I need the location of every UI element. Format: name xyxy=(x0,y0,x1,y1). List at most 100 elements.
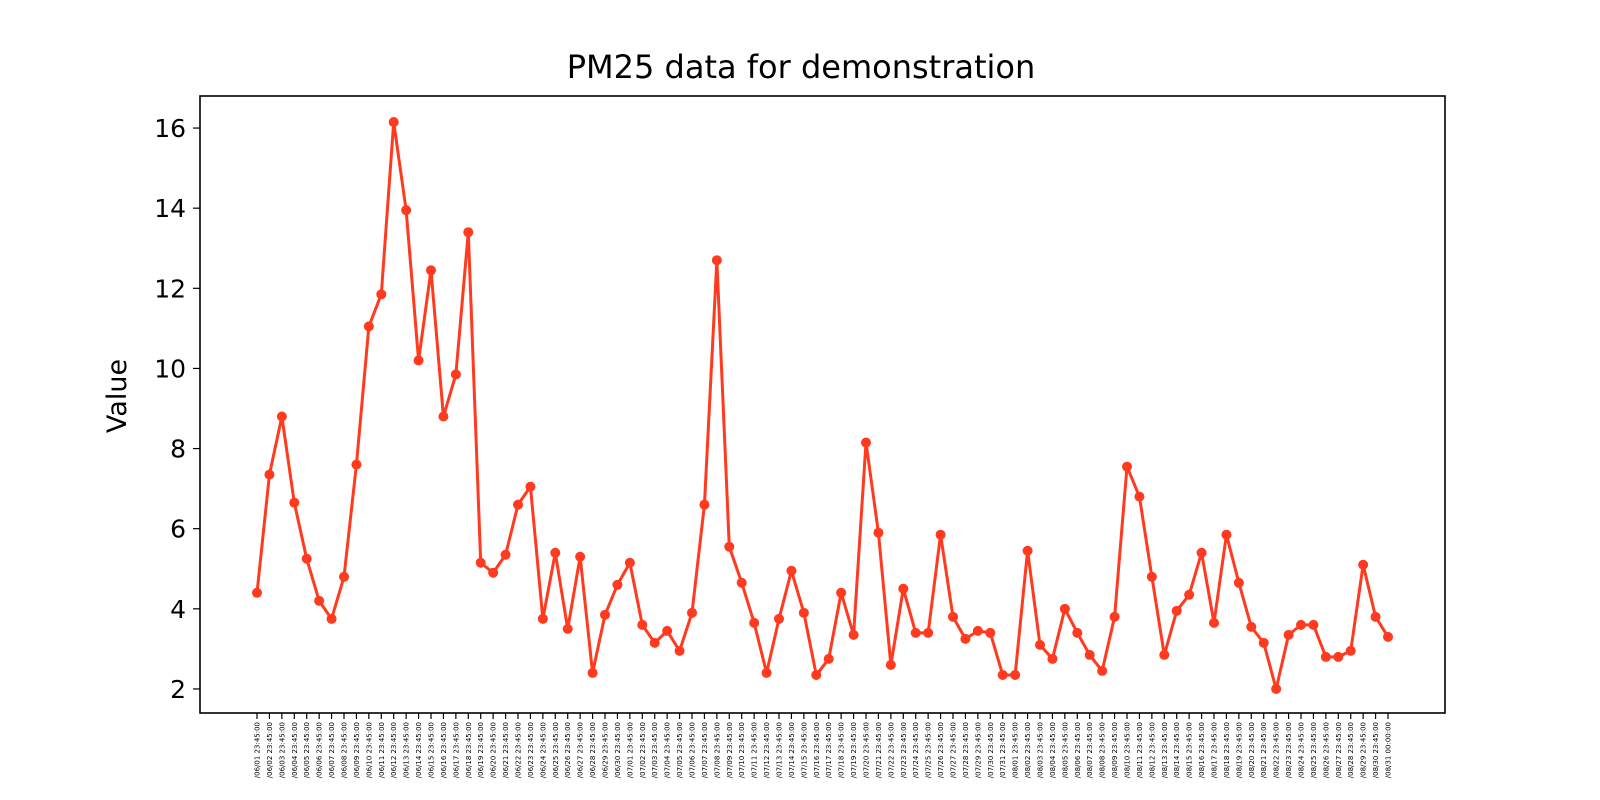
data-point xyxy=(1308,619,1319,630)
data-point xyxy=(575,551,586,562)
x-tick-label: /08/13 23:45:00 xyxy=(1161,722,1169,778)
x-tick-label: /06/24 23:45:00 xyxy=(539,722,547,778)
x-tick-label: /07/06 23:45:00 xyxy=(689,722,697,778)
x-tick-label: /08/26 23:45:00 xyxy=(1322,722,1330,778)
x-tick-label: /07/25 23:45:00 xyxy=(925,722,933,778)
data-point xyxy=(1184,589,1195,600)
x-tick-label: /07/08 23:45:00 xyxy=(713,722,721,778)
x-tick-label: /06/08 23:45:00 xyxy=(341,722,349,778)
data-point xyxy=(985,627,996,638)
data-point xyxy=(1258,637,1269,648)
data-point xyxy=(1035,639,1045,650)
x-tick-label: /07/24 23:45:00 xyxy=(912,722,920,778)
x-tick-label: /07/02 23:45:00 xyxy=(639,722,647,778)
y-axis-label: Value xyxy=(102,359,133,433)
x-tick-label: /08/23 23:45:00 xyxy=(1285,722,1293,778)
data-point xyxy=(637,619,648,630)
data-point xyxy=(873,527,884,538)
x-tick-label: /07/15 23:45:00 xyxy=(800,722,808,778)
data-point xyxy=(388,117,399,128)
data-point xyxy=(761,667,772,678)
y-axis-ticks: 2 4 6 8 10 12 14 16 xyxy=(154,114,200,704)
x-tick-label: /07/09 23:45:00 xyxy=(726,722,734,778)
data-point xyxy=(848,629,859,640)
x-tick-label: /08/09 23:45:00 xyxy=(1111,722,1119,778)
x-tick-label: /07/30 23:45:00 xyxy=(987,722,995,778)
x-tick-label: /06/18 23:45:00 xyxy=(465,722,473,778)
x-tick-label: /06/23 23:45:00 xyxy=(527,722,535,778)
data-point xyxy=(413,355,424,366)
x-tick-label: /08/18 23:45:00 xyxy=(1223,722,1231,778)
y-tick-label: 16 xyxy=(154,114,186,143)
x-tick-label: /08/07 23:45:00 xyxy=(1086,722,1094,778)
data-point xyxy=(885,659,896,670)
x-tick-label: /07/11 23:45:00 xyxy=(751,722,759,778)
y-tick-label: 10 xyxy=(154,354,186,383)
data-point xyxy=(562,623,573,634)
data-point xyxy=(326,613,337,624)
data-point xyxy=(587,667,598,678)
data-point xyxy=(1283,629,1294,640)
x-tick-label: /08/12 23:45:00 xyxy=(1148,722,1156,778)
x-tick-label: /06/01 23:45:00 xyxy=(254,722,262,778)
chart-title: PM25 data for demonstration xyxy=(567,48,1036,86)
data-point xyxy=(401,205,412,216)
data-point xyxy=(289,497,300,508)
x-tick-label: /06/27 23:45:00 xyxy=(577,722,585,778)
series-plot xyxy=(252,117,1393,694)
data-point xyxy=(674,645,685,656)
data-point xyxy=(1109,611,1120,622)
x-tick-label: /08/02 23:45:00 xyxy=(1024,722,1032,778)
x-tick-label: /07/23 23:45:00 xyxy=(900,722,908,778)
y-tick-label: 4 xyxy=(170,595,186,624)
x-tick-label: /06/20 23:45:00 xyxy=(490,722,498,778)
x-tick-label: /06/06 23:45:00 xyxy=(316,722,324,778)
x-tick-label: /08/01 23:45:00 xyxy=(1012,722,1020,778)
x-tick-label: /08/03 23:45:00 xyxy=(1037,722,1045,778)
x-axis-ticks: /06/01 23:45:00/06/02 23:45:00/06/03 23:… xyxy=(254,713,1393,778)
data-point xyxy=(1196,547,1207,558)
x-tick-label: /08/28 23:45:00 xyxy=(1347,722,1355,778)
data-point xyxy=(1159,649,1170,660)
data-point xyxy=(363,321,374,332)
x-tick-label: /07/28 23:45:00 xyxy=(962,722,970,778)
data-point xyxy=(811,669,822,680)
x-tick-label: /06/26 23:45:00 xyxy=(564,722,572,778)
data-point xyxy=(1209,617,1219,628)
y-tick-label: 2 xyxy=(170,675,186,704)
data-point xyxy=(1246,621,1257,632)
x-tick-label: /07/27 23:45:00 xyxy=(950,722,958,778)
x-tick-label: /07/20 23:45:00 xyxy=(863,722,871,778)
data-point xyxy=(1383,631,1393,642)
data-point xyxy=(438,411,449,422)
data-point xyxy=(1047,653,1058,664)
x-tick-label: /06/29 23:45:00 xyxy=(602,722,610,778)
data-point xyxy=(724,541,735,552)
data-point xyxy=(823,653,834,664)
data-point xyxy=(960,633,971,644)
data-point xyxy=(1296,619,1306,630)
x-tick-label: /08/21 23:45:00 xyxy=(1260,722,1268,778)
data-point xyxy=(1370,611,1381,622)
x-tick-label: /06/22 23:45:00 xyxy=(515,722,523,778)
x-tick-label: /06/02 23:45:00 xyxy=(266,722,274,778)
data-point xyxy=(525,481,536,492)
x-tick-label: /07/26 23:45:00 xyxy=(937,722,945,778)
data-point xyxy=(450,369,461,380)
x-tick-label: /06/09 23:45:00 xyxy=(353,722,361,778)
data-point xyxy=(798,607,809,618)
y-tick-label: 6 xyxy=(170,515,186,544)
plot-area-frame xyxy=(199,95,1446,714)
data-point xyxy=(910,627,921,638)
data-point xyxy=(861,437,871,448)
data-point xyxy=(513,499,523,510)
x-tick-label: /06/12 23:45:00 xyxy=(390,722,398,778)
data-point xyxy=(500,549,511,560)
x-tick-label: /08/25 23:45:00 xyxy=(1310,722,1318,778)
data-point xyxy=(463,227,474,238)
data-point xyxy=(624,557,635,568)
data-point xyxy=(736,577,747,588)
data-point xyxy=(1271,683,1282,694)
data-point xyxy=(276,411,287,422)
x-tick-label: /06/28 23:45:00 xyxy=(589,722,597,778)
